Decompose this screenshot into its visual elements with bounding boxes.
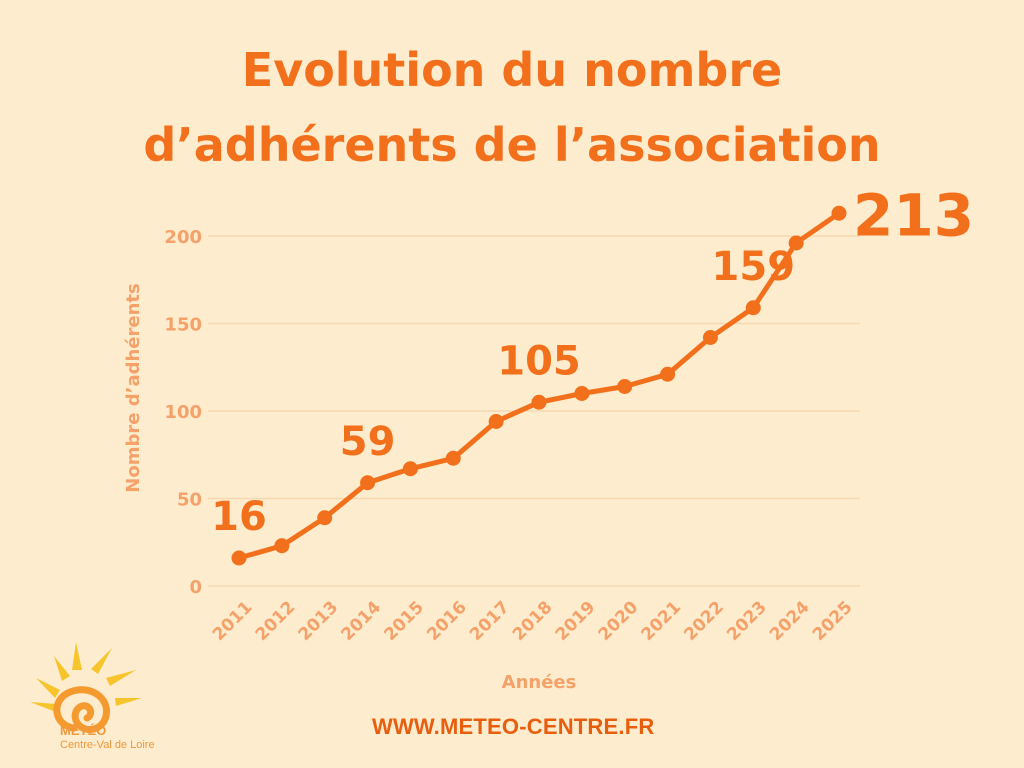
y-tick-label: 100 (164, 402, 202, 423)
data-point (617, 379, 633, 394)
x-tick-label: 2011 (209, 597, 257, 645)
x-axis-label: Années (502, 672, 577, 693)
logo-name: MÉTÉO (60, 723, 107, 738)
y-tick-label: 150 (164, 315, 202, 336)
x-tick-label: 2025 (809, 597, 857, 645)
x-tick-label: 2024 (766, 597, 814, 645)
title-line-1: Evolution du nombre (241, 43, 783, 97)
logo-region: Centre-Val de Loire (60, 739, 155, 751)
title-line-2: d’adhérents de l’association (143, 118, 881, 172)
x-tick-label: 2017 (466, 597, 514, 645)
x-tick-label: 2014 (337, 597, 385, 645)
y-tick-label: 50 (177, 490, 202, 511)
data-label: 105 (497, 338, 581, 384)
x-tick-label: 2018 (509, 597, 557, 645)
data-point (660, 366, 676, 382)
data-point (574, 386, 590, 401)
data-label: 59 (340, 419, 396, 465)
x-tick-label: 2015 (380, 597, 428, 645)
y-axis-label: Nombre d’adhérents (123, 283, 144, 492)
x-tick-label: 2019 (552, 597, 600, 645)
data-labels: 16 59 105 159 213 (211, 181, 974, 540)
data-point (317, 510, 333, 526)
data-point (831, 205, 847, 221)
footer-website[interactable]: WWW.METEO-CENTRE.FR (372, 714, 655, 739)
data-point (702, 330, 718, 345)
data-point (445, 450, 461, 466)
y-tick-labels: 0 50 100 150 200 (164, 227, 202, 598)
x-tick-label: 2020 (595, 597, 643, 645)
data-point (360, 475, 376, 491)
data-point (788, 235, 804, 251)
data-point (745, 300, 761, 316)
data-point (231, 550, 247, 566)
x-tick-label: 2012 (252, 597, 300, 645)
grid-lines (208, 235, 860, 587)
y-tick-label: 200 (164, 227, 202, 248)
data-points (231, 205, 847, 566)
data-label: 16 (211, 494, 267, 540)
x-tick-label: 2022 (680, 597, 728, 645)
y-tick-label: 0 (189, 577, 202, 598)
data-point (488, 414, 504, 429)
data-point (274, 538, 290, 554)
x-tick-label: 2013 (295, 597, 343, 645)
meteo-logo-icon (30, 642, 142, 734)
data-point (402, 461, 418, 477)
x-tick-label: 2023 (723, 597, 771, 645)
data-point (531, 394, 547, 410)
x-tick-label: 2021 (637, 597, 685, 645)
x-tick-label: 2016 (423, 597, 471, 645)
data-label: 159 (712, 244, 796, 290)
x-tick-labels: 2011201220132014201520162017201820192020… (209, 597, 857, 645)
data-label: 213 (853, 181, 974, 249)
